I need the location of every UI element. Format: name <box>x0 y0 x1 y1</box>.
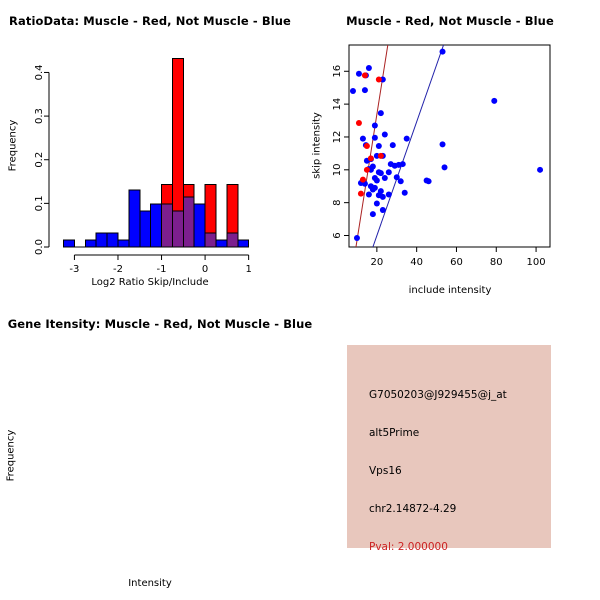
info-pvalue: Pval: 2.000000 <box>369 541 448 553</box>
svg-text:0: 0 <box>202 264 208 275</box>
svg-text:1: 1 <box>245 264 251 275</box>
gene-histogram-canvas: 0.000.050.100.150.200.2520406080100 <box>0 300 300 600</box>
svg-text:-2: -2 <box>113 264 123 275</box>
svg-text:8: 8 <box>332 199 343 205</box>
svg-text:40: 40 <box>410 257 423 268</box>
panel-ratio-histogram: RatioData: Muscle - Red, Not Muscle - Bl… <box>0 0 300 300</box>
svg-text:80: 80 <box>490 257 503 268</box>
scatter-title: Muscle - Red, Not Muscle - Blue <box>346 14 554 28</box>
svg-text:0.3: 0.3 <box>34 108 45 124</box>
gene-histogram-xlabel: Intensity <box>128 578 172 589</box>
svg-text:6: 6 <box>332 232 343 238</box>
gene-histogram-title: Gene Itensity: Muscle - Red, Not Muscle … <box>7 317 313 331</box>
svg-text:100: 100 <box>527 257 546 268</box>
svg-text:0.0: 0.0 <box>34 239 45 255</box>
svg-text:-1: -1 <box>157 264 167 275</box>
svg-text:12: 12 <box>332 131 343 144</box>
svg-text:0.1: 0.1 <box>34 195 45 211</box>
svg-text:0.2: 0.2 <box>34 152 45 168</box>
panel-gene-histogram: Gene Itensity: Muscle - Red, Not Muscle … <box>0 300 313 600</box>
svg-text:16: 16 <box>332 65 343 78</box>
scatter-canvas: 6 8 10 12 14 16 20 40 60 80 100 <box>332 44 551 268</box>
svg-text:20: 20 <box>370 257 383 268</box>
info-probe-id: G7050203@J929455@j_at <box>369 389 507 401</box>
scatter-xlabel: include intensity <box>408 285 492 296</box>
svg-text:0.4: 0.4 <box>34 65 45 81</box>
panel-scatter: Muscle - Red, Not Muscle - Blue skip int… <box>300 0 600 300</box>
ratio-histogram-canvas: 0.0 0.1 0.2 0.3 0.4 -3 -2 -1 0 1 <box>34 57 252 275</box>
ratio-histogram-xlabel: Log2 Ratio Skip/Include <box>91 277 209 288</box>
info-gene-symbol: Vps16 <box>369 465 402 477</box>
svg-text:-3: -3 <box>69 264 79 275</box>
svg-text:10: 10 <box>332 163 343 176</box>
info-event-type: alt5Prime <box>369 427 420 439</box>
gene-info-panel: G7050203@J929455@j_at alt5Prime Vps16 ch… <box>347 345 551 553</box>
svg-text:14: 14 <box>332 98 343 111</box>
info-locus: chr2.14872-4.29 <box>369 503 457 515</box>
svg-text:60: 60 <box>450 257 463 268</box>
ratio-histogram-title: RatioData: Muscle - Red, Not Muscle - Bl… <box>9 14 291 28</box>
